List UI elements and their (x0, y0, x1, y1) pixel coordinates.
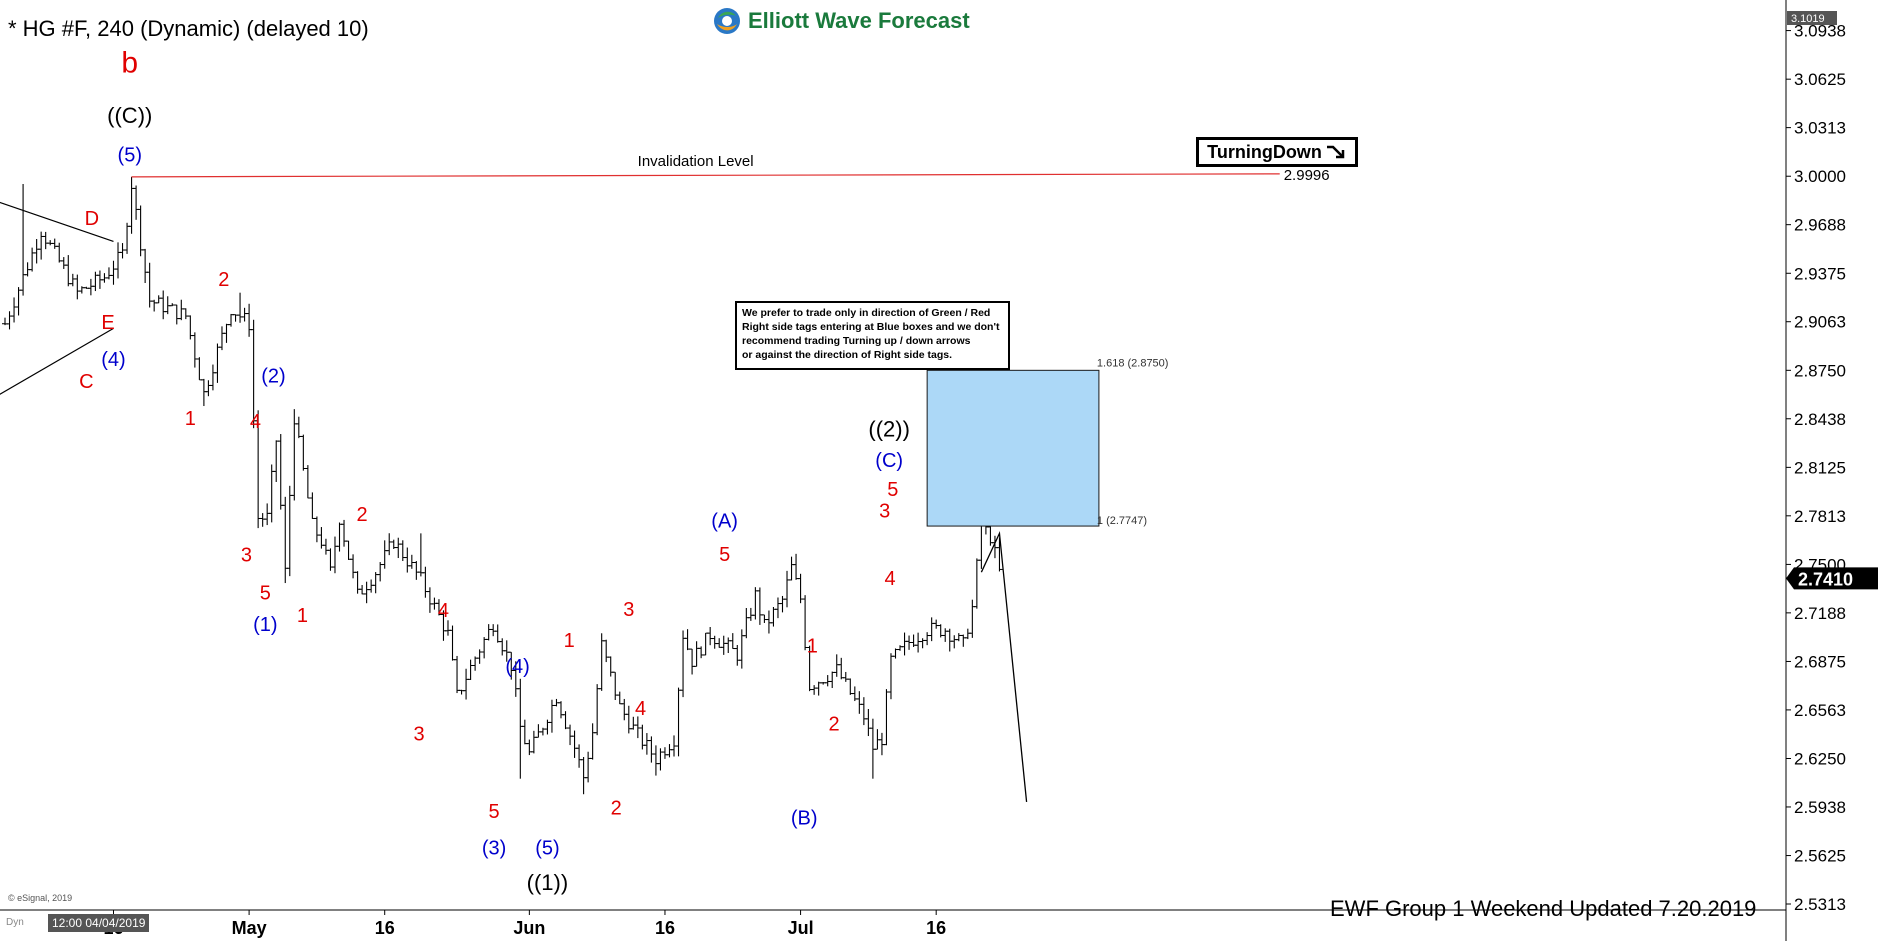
wave-label: (2) (261, 366, 285, 388)
wave-label: (5) (535, 838, 559, 860)
target-box: 1.618 (2.8750) 1 (2.7747) (926, 357, 1169, 527)
wave-label: ((1)) (527, 870, 569, 895)
triangle-lines (0, 201, 114, 395)
wave-label: 2 (611, 798, 622, 820)
wave-label: 2 (828, 713, 839, 735)
turning-down-arrow-icon (1326, 145, 1345, 159)
chart-title: * HG #F, 240 (Dynamic) (delayed 10) (8, 16, 369, 41)
wave-label: 4 (885, 568, 896, 590)
box-low-label: 1 (2.7747) (1097, 515, 1147, 527)
invalidation-label: Invalidation Level (638, 153, 754, 170)
wave-label: 5 (719, 544, 730, 566)
wave-label: C (79, 371, 93, 393)
wave-label: (C) (875, 450, 903, 472)
brand-name: Elliott Wave Forecast (748, 8, 970, 33)
wave-label: 3 (623, 599, 634, 621)
turning-down-label: TurningDown (1207, 141, 1322, 162)
wave-label: ((2)) (868, 416, 910, 441)
wave-label: (B) (791, 808, 818, 830)
blue-target-box (926, 369, 1100, 527)
wave-label: 4 (438, 600, 449, 622)
wave-label: 3 (241, 545, 252, 567)
notice-line: or against the direction of Right side t… (742, 349, 953, 361)
triangle-line (0, 327, 114, 395)
annotation-lines: Invalidation Level 2.9996 (131, 153, 1330, 803)
notice-line: Right side tags entering at Blue boxes a… (742, 321, 1000, 333)
wave-label: 1 (185, 408, 196, 430)
wave-label: 4 (635, 698, 646, 720)
wave-label: D (85, 208, 99, 230)
wave-label: 5 (887, 479, 898, 501)
cursor-date-box: 12:00 04/04/2019 (48, 914, 150, 932)
notice-line: We prefer to trade only in direction of … (742, 307, 991, 319)
trading-notice: We prefer to trade only in direction of … (735, 301, 1010, 370)
wave-label: 1 (807, 635, 818, 657)
wave-label: 5 (489, 801, 500, 823)
update-footer: EWF Group 1 Weekend Updated 7.20.2019 (1330, 896, 1757, 921)
copyright-text: © eSignal, 2019 (8, 893, 73, 903)
wave-label: 4 (250, 411, 261, 433)
wave-label: E (101, 312, 114, 334)
wave-label: 3 (413, 724, 424, 746)
box-high-label: 1.618 (2.8750) (1097, 357, 1169, 369)
wave-label: ((C)) (107, 103, 152, 128)
wave-label: (4) (505, 656, 529, 678)
candlesticks (2, 176, 1003, 795)
wave-label: (5) (118, 144, 142, 166)
wave-label: 5 (260, 582, 271, 604)
triangle-line (0, 201, 114, 243)
globe-icon (714, 8, 740, 34)
wave-label: 2 (218, 269, 229, 291)
notice-line: recommend trading Turning up / down arro… (742, 335, 971, 347)
wave-label: 1 (564, 630, 575, 652)
brand-logo: Elliott Wave Forecast (712, 5, 984, 37)
wave-label: 2 (357, 504, 368, 526)
price-axis-background (1786, 0, 1881, 941)
projection-path (980, 530, 1028, 803)
wave-label: 3 (879, 501, 890, 523)
invalidation-line (131, 173, 1280, 178)
wave-labels: b((C))(5)BDE(4)C214(2)35(1)12435(3)(4)1(… (79, 47, 910, 895)
dyn-indicator: Dyn (6, 917, 24, 928)
wave-label: 1 (297, 605, 308, 627)
wave-label: (A) (711, 510, 738, 532)
wave-label: (4) (101, 349, 125, 371)
wave-label: (1) (253, 614, 277, 636)
turning-down-badge: TurningDown (1196, 137, 1358, 167)
wave-label: b (121, 47, 138, 80)
wave-label: (3) (482, 837, 506, 859)
invalidation-price-label: 2.9996 (1284, 167, 1330, 184)
